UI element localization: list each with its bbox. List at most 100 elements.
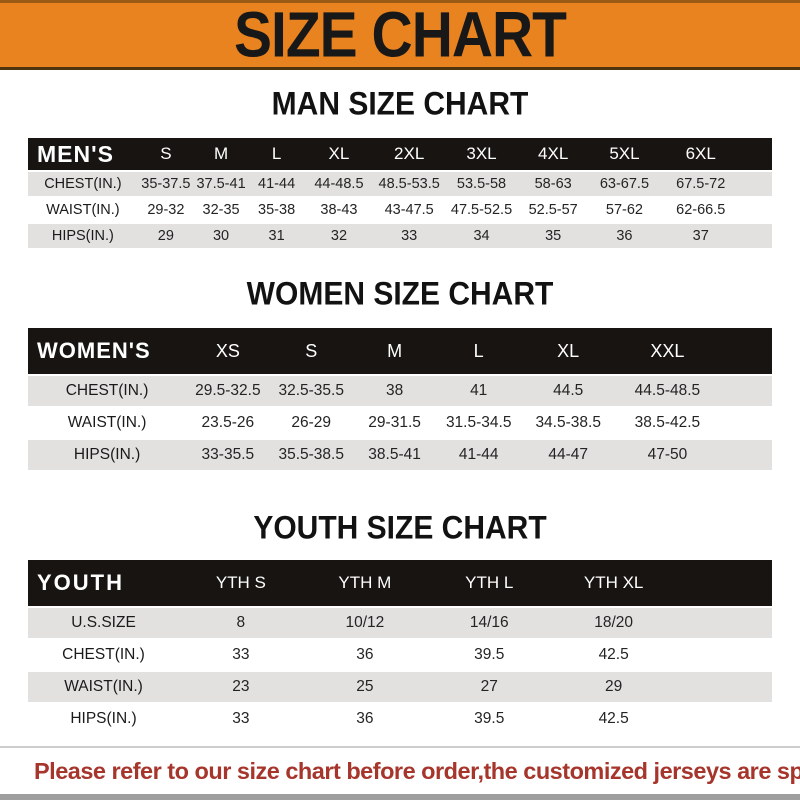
table-row: HIPS(IN.) 33-35.5 35.5-38.5 38.5-41 41-44 44-… (28, 440, 772, 470)
size-cell: 42.5 (598, 710, 629, 727)
size-cell: 31 (248, 224, 306, 248)
row-label: HIPS(IN.) (28, 224, 138, 248)
table-row: WAIST(IN.) 29-32 32-35 35-38 38-43 43-47.5 47.… (28, 198, 772, 222)
size-cell: 32 (305, 224, 373, 248)
size-cell (741, 172, 772, 196)
size-cell: 58-63 (517, 172, 589, 196)
size-cell: 33 (232, 646, 250, 663)
row-label: WAIST(IN.) (28, 672, 180, 702)
men-size-table: MEN'S S M L XL 2XL 3XL 4XL 5XL 6XL CHEST(IN.) 35-37… (28, 136, 772, 250)
size-cell: 29 (551, 672, 676, 702)
size-cell: 34.5-38.5 (535, 414, 601, 431)
size-column-header (675, 560, 772, 606)
size-cell: 29.5-32.5 (186, 376, 270, 406)
table-group-label: WOMEN'S (28, 328, 187, 374)
size-cell: 39.5 (474, 646, 505, 663)
size-cell: 36 (588, 224, 661, 248)
size-cell: 57-62 (605, 202, 643, 218)
row-label: CHEST(IN.) (28, 376, 187, 406)
table-row: CHEST(IN.) 29.5-32.5 32.5-35.5 38 41 44.5 44.5… (28, 376, 772, 406)
size-cell: 44.5-48.5 (615, 376, 720, 406)
size-cell: 33 (372, 224, 446, 248)
table-row: HIPS(IN.) 29 30 31 32 33 34 35 36 37 (28, 224, 772, 248)
size-cell: 34 (445, 224, 518, 248)
row-label: WAIST(IN.) (67, 414, 147, 431)
size-column-header: 4XL (517, 138, 589, 170)
table-group-label: MEN'S (28, 138, 138, 170)
size-cell: 26-29 (291, 414, 332, 431)
bottom-border-strip (0, 794, 800, 800)
banner-title: SIZE CHART (234, 0, 567, 71)
size-cell (719, 440, 772, 470)
table-row: CHEST(IN.) 33 36 39.5 42.5 (28, 640, 772, 670)
size-column-header: XXL (615, 328, 720, 374)
size-header-row: WOMEN'S XS S M L XL XXL (28, 328, 772, 374)
size-cell: 42.5 (598, 646, 629, 663)
size-column-header (741, 138, 772, 170)
size-cell: 35 (517, 224, 589, 248)
size-cell (675, 672, 772, 702)
size-header-row: MEN'S S M L XL 2XL 3XL 4XL 5XL 6XL (28, 138, 772, 170)
row-label: CHEST(IN.) (62, 646, 145, 663)
youth-chart-title: YOUTH SIZE CHART (253, 510, 547, 547)
size-column-header: YTH L (427, 560, 552, 606)
size-column-header: 3XL (445, 138, 518, 170)
size-cell: 62-66.5 (676, 202, 726, 218)
size-cell: 44.5 (521, 376, 616, 406)
youth-size-table: YOUTH YTH S YTH M YTH L YTH XL U.S.SIZE 8 10/12… (28, 558, 772, 736)
size-cell: 67.5-72 (660, 172, 742, 196)
women-size-table: WOMEN'S XS S M L XL XXL CHEST(IN.) 29.5-32.5 32.5… (28, 326, 772, 472)
size-cell: 43-47.5 (384, 202, 434, 218)
row-label: CHEST(IN.) (28, 172, 138, 196)
size-cell: 41-44 (248, 172, 306, 196)
size-header-row: YOUTH YTH S YTH M YTH L YTH XL (28, 560, 772, 606)
size-cell: 8 (179, 608, 303, 638)
size-column-header: L (248, 138, 306, 170)
table-row: CHEST(IN.) 35-37.5 37.5-41 41-44 44-48.5 48.5… (28, 172, 772, 196)
size-cell: 27 (427, 672, 552, 702)
size-cell: 38-43 (320, 202, 358, 218)
size-column-header: 6XL (660, 138, 742, 170)
table-row: HIPS(IN.) 33 36 39.5 42.5 (28, 704, 772, 734)
size-cell: 25 (302, 672, 428, 702)
table-row: WAIST(IN.) 23.5-26 26-29 29-31.5 31.5-34.5 34… (28, 408, 772, 438)
size-column-header: YTH S (179, 560, 303, 606)
table-row: WAIST(IN.) 23 25 27 29 (28, 672, 772, 702)
row-label: HIPS(IN.) (70, 710, 137, 727)
size-cell: 31.5-34.5 (445, 414, 512, 431)
size-column-header: YTH XL (551, 560, 676, 606)
size-column-header: S (137, 138, 194, 170)
size-cell: 44-47 (521, 440, 616, 470)
size-cell: 38.5-41 (352, 440, 437, 470)
size-cell: 23 (179, 672, 303, 702)
size-cell: 41-44 (436, 440, 522, 470)
size-cell: 37.5-41 (194, 172, 249, 196)
size-column-header: XL (305, 138, 373, 170)
size-cell: 36 (356, 710, 374, 727)
size-column-header: 2XL (372, 138, 446, 170)
order-notice: Please refer to our size chart before or… (0, 746, 800, 800)
youth-size-section: YOUTH SIZE CHART YOUTH YTH S YTH M YTH L YTH… (0, 510, 800, 736)
notice-line-1: Please refer to our size chart before or… (34, 758, 800, 784)
size-cell: 35-38 (258, 202, 296, 218)
size-cell: 18/20 (551, 608, 676, 638)
size-cell: 23.5-26 (201, 414, 255, 431)
size-cell: 30 (194, 224, 249, 248)
size-column-header: S (269, 328, 353, 374)
size-cell (676, 640, 772, 670)
size-cell: 29-31.5 (368, 414, 421, 431)
women-size-section: WOMEN SIZE CHART WOMEN'S XS S M L XL XXL CHEST(… (0, 277, 800, 472)
size-cell: 32-35 (202, 202, 240, 218)
size-cell: 32.5-35.5 (269, 376, 353, 406)
size-cell: 10/12 (302, 608, 428, 638)
size-cell: 35.5-38.5 (269, 440, 353, 470)
size-cell: 33 (232, 710, 250, 727)
size-cell: 38.5-42.5 (634, 414, 701, 431)
row-label: U.S.SIZE (28, 608, 180, 638)
size-cell: 36 (356, 646, 374, 663)
table-row: U.S.SIZE 8 10/12 14/16 18/20 (28, 608, 772, 638)
size-cell: 47-50 (615, 440, 720, 470)
size-column-header: XL (521, 328, 616, 374)
size-column-header (719, 328, 772, 374)
row-label: WAIST(IN.) (46, 202, 120, 218)
